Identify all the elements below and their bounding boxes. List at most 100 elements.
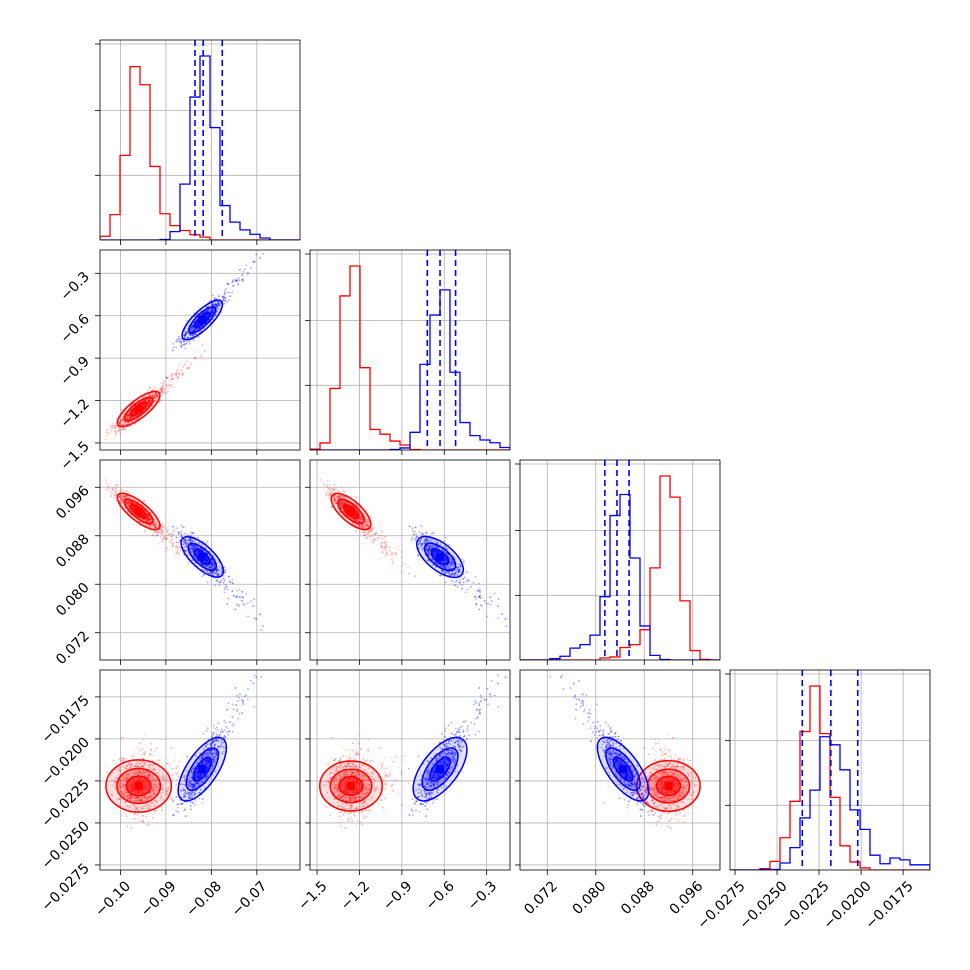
scatter-point bbox=[253, 617, 256, 620]
scatter-point bbox=[173, 346, 175, 349]
scatter-point bbox=[189, 531, 192, 534]
scatter-point bbox=[247, 615, 249, 618]
scatter-point bbox=[231, 590, 234, 592]
scatter-point bbox=[115, 483, 118, 486]
scatter-point bbox=[151, 525, 154, 527]
scatter-point bbox=[149, 398, 152, 401]
scatter-point bbox=[172, 342, 175, 345]
scatter-point bbox=[127, 500, 130, 503]
scatter-point bbox=[163, 388, 166, 391]
scatter-point bbox=[153, 524, 156, 527]
scatter-point bbox=[231, 581, 234, 584]
scatter-point bbox=[153, 397, 156, 399]
scatter-point bbox=[127, 417, 130, 420]
scatter-point bbox=[114, 434, 117, 437]
scatter-point bbox=[114, 430, 117, 433]
scatter-point bbox=[214, 301, 217, 303]
scatter-point bbox=[231, 590, 234, 592]
scatter-point bbox=[192, 339, 195, 342]
scatter-point bbox=[222, 299, 225, 302]
scatter-point bbox=[223, 302, 225, 305]
scatter-point bbox=[136, 503, 138, 506]
scatter-point bbox=[223, 295, 226, 298]
scatter-point bbox=[156, 393, 158, 396]
scatter-point bbox=[211, 312, 214, 315]
scatter-point bbox=[147, 516, 150, 519]
scatter-point bbox=[253, 260, 256, 263]
scatter-point bbox=[115, 486, 118, 489]
scatter-point bbox=[215, 569, 218, 571]
scatter-point bbox=[148, 525, 151, 528]
scatter-point bbox=[107, 431, 109, 434]
scatter-point bbox=[222, 296, 225, 299]
scatter-point bbox=[162, 537, 165, 540]
scatter-point bbox=[155, 526, 158, 529]
scatter-point bbox=[211, 304, 214, 307]
scatter-point bbox=[125, 502, 127, 505]
scatter-point bbox=[190, 551, 193, 553]
scatter-point bbox=[153, 523, 156, 526]
scatter-point bbox=[218, 304, 221, 307]
scatter-point bbox=[184, 539, 187, 541]
scatter-point bbox=[166, 376, 169, 379]
scatter-point bbox=[186, 336, 189, 339]
scatter-point bbox=[139, 521, 141, 523]
scatter-point bbox=[242, 278, 244, 281]
scatter-point bbox=[191, 325, 193, 328]
scatter-point bbox=[184, 542, 187, 545]
scatter-point bbox=[128, 410, 131, 413]
scatter-point bbox=[144, 400, 146, 402]
scatter-point bbox=[196, 328, 199, 330]
scatter-point bbox=[115, 432, 117, 435]
scatter-point bbox=[126, 413, 129, 416]
scatter-point bbox=[226, 282, 229, 285]
scatter-point bbox=[198, 541, 201, 544]
scatter-point bbox=[176, 377, 179, 380]
scatter-point bbox=[183, 342, 186, 345]
scatter-point bbox=[201, 564, 204, 566]
scatter-point bbox=[180, 345, 183, 347]
scatter-point bbox=[163, 537, 166, 539]
scatter-point bbox=[148, 518, 151, 521]
scatter-point bbox=[191, 548, 194, 551]
scatter-point bbox=[127, 502, 130, 505]
scatter-point bbox=[119, 497, 122, 499]
scatter-point bbox=[193, 321, 195, 324]
scatter-point bbox=[153, 524, 156, 527]
scatter-point bbox=[117, 426, 120, 429]
scatter-point bbox=[182, 340, 185, 343]
scatter-point bbox=[186, 534, 189, 537]
scatter-point bbox=[178, 541, 180, 544]
scatter-point bbox=[171, 372, 174, 375]
scatter-point bbox=[186, 332, 189, 335]
scatter-point bbox=[110, 425, 113, 428]
scatter-point bbox=[188, 537, 191, 540]
scatter-point bbox=[119, 490, 121, 493]
scatter-point bbox=[223, 290, 226, 292]
scatter-point bbox=[145, 398, 148, 401]
scatter-point bbox=[156, 394, 158, 396]
scatter-point bbox=[114, 428, 117, 431]
scatter-point bbox=[171, 544, 174, 547]
scatter-point bbox=[128, 505, 130, 508]
scatter-point bbox=[148, 400, 151, 403]
scatter-point bbox=[166, 546, 168, 549]
scatter-point bbox=[135, 418, 138, 421]
scatter-point bbox=[150, 518, 153, 521]
scatter-point bbox=[235, 595, 238, 597]
scatter-point bbox=[262, 625, 265, 628]
scatter-point bbox=[237, 595, 240, 598]
scatter-point bbox=[183, 334, 186, 337]
scatter-point bbox=[210, 570, 213, 573]
scatter-point bbox=[182, 340, 185, 343]
scatter-point bbox=[175, 346, 178, 349]
scatter-point bbox=[149, 521, 151, 524]
scatter-point bbox=[197, 336, 200, 338]
scatter-point bbox=[182, 365, 185, 368]
scatter-point bbox=[186, 542, 189, 545]
scatter-point bbox=[184, 347, 187, 350]
scatter-point bbox=[170, 534, 173, 537]
scatter-point bbox=[139, 521, 142, 523]
scatter-point bbox=[217, 303, 219, 306]
scatter-point bbox=[121, 427, 124, 430]
